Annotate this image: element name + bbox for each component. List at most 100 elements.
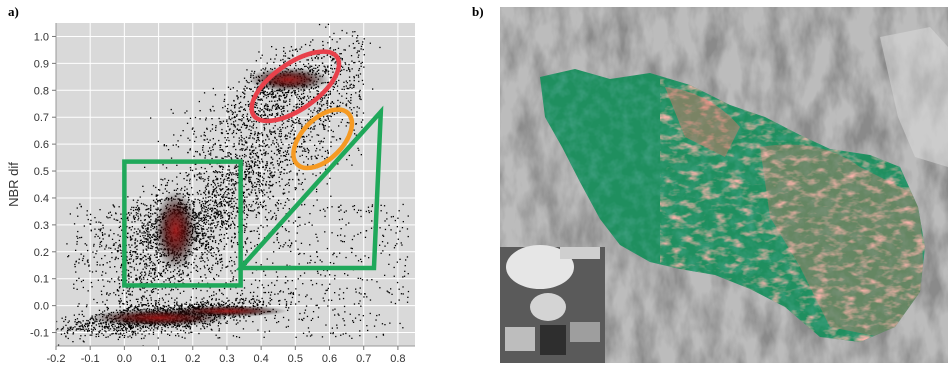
scatter-point bbox=[205, 233, 207, 235]
scatter-point bbox=[259, 133, 261, 135]
scatter-point bbox=[217, 223, 219, 225]
scatter-point bbox=[227, 192, 229, 194]
scatter-point bbox=[252, 146, 254, 148]
scatter-point bbox=[279, 130, 281, 132]
scatter-point bbox=[158, 189, 160, 191]
scatter-point bbox=[65, 324, 67, 326]
scatter-point bbox=[330, 145, 332, 148]
scatter-point bbox=[124, 328, 127, 330]
scatter-point bbox=[278, 107, 280, 109]
scatter-point bbox=[199, 177, 201, 179]
scatter-point bbox=[288, 184, 290, 187]
scatter-point bbox=[244, 176, 247, 178]
scatter-point bbox=[249, 135, 251, 137]
scatter-point bbox=[148, 216, 150, 218]
scatter-point bbox=[202, 216, 205, 219]
scatter-point bbox=[259, 174, 262, 177]
scatter-point bbox=[94, 321, 96, 323]
scatter-point bbox=[156, 198, 158, 200]
scatter-point bbox=[249, 153, 251, 155]
scatter-point bbox=[159, 307, 161, 309]
scatter-point bbox=[140, 219, 142, 222]
scatter-point bbox=[233, 316, 235, 318]
scatter-point bbox=[252, 184, 254, 186]
scatter-point bbox=[95, 324, 97, 326]
scatter-point bbox=[311, 65, 313, 67]
scatter-point bbox=[112, 332, 114, 335]
scatter-point bbox=[133, 218, 136, 220]
scatter-point bbox=[189, 305, 192, 307]
scatter-point bbox=[213, 278, 216, 281]
scatter-point bbox=[163, 270, 165, 272]
scatter-point bbox=[254, 111, 256, 113]
scatter-point bbox=[302, 102, 305, 105]
scatter-point bbox=[140, 202, 143, 205]
scatter-point bbox=[268, 123, 270, 125]
scatter-point bbox=[221, 165, 223, 167]
scatter-point bbox=[244, 218, 246, 221]
scatter-point bbox=[127, 216, 129, 218]
scatter-point bbox=[243, 108, 246, 110]
scatter-point bbox=[233, 167, 236, 169]
scatter-point bbox=[157, 140, 159, 143]
scatter-point bbox=[266, 104, 269, 106]
scatter-point bbox=[231, 265, 233, 267]
scatter-point bbox=[119, 235, 121, 237]
scatter-point bbox=[224, 142, 226, 144]
scatter-point bbox=[220, 201, 222, 203]
scatter-point bbox=[129, 326, 131, 329]
scatter-point bbox=[157, 201, 159, 203]
scatter-point bbox=[200, 173, 202, 175]
scatter-point bbox=[261, 132, 263, 134]
scatter-point bbox=[322, 62, 324, 64]
scatter-point bbox=[234, 167, 236, 169]
scatter-point bbox=[146, 249, 148, 251]
scatter-point bbox=[193, 267, 195, 269]
scatter-point bbox=[232, 172, 234, 174]
scatter-point bbox=[118, 287, 121, 289]
scatter-point bbox=[228, 169, 231, 171]
scatter-point bbox=[322, 70, 324, 72]
scatter-point bbox=[191, 304, 193, 306]
scatter-point bbox=[351, 60, 353, 62]
scatter-point bbox=[358, 94, 361, 96]
scatter-point bbox=[316, 103, 319, 105]
scatter-point bbox=[135, 258, 137, 260]
scatter-point bbox=[84, 334, 86, 337]
scatter-point bbox=[117, 251, 119, 253]
scatter-point bbox=[230, 157, 232, 159]
scatter-point bbox=[303, 97, 305, 100]
scatter-point bbox=[267, 117, 269, 119]
scatter-point bbox=[348, 63, 350, 66]
scatter-point bbox=[244, 199, 246, 201]
scatter-point bbox=[350, 94, 352, 96]
scatter-point bbox=[135, 214, 138, 216]
scatter-point bbox=[86, 324, 89, 326]
scatter-point bbox=[276, 160, 279, 162]
scatter-chart: -0.2 -0.1 0.0 0.1 0.2 0.3 0.4 0.5 0.6 0.7 0.8-0.10… bbox=[6, 23, 415, 365]
scatter-point bbox=[264, 69, 266, 71]
scatter-point bbox=[148, 327, 150, 329]
scatter-point bbox=[277, 114, 279, 116]
scatter-point bbox=[291, 91, 293, 93]
scatter-point bbox=[101, 257, 103, 260]
scatter-point bbox=[234, 236, 236, 238]
scatter-point bbox=[325, 102, 328, 104]
scatter-point bbox=[265, 144, 267, 147]
scatter-point bbox=[226, 322, 228, 324]
scatter-point bbox=[151, 223, 153, 225]
scatter-point bbox=[118, 303, 121, 305]
scatter-point bbox=[258, 160, 261, 163]
scatter-point bbox=[329, 115, 331, 117]
scatter-point bbox=[220, 189, 222, 191]
scatter-point bbox=[205, 201, 207, 203]
scatter-point bbox=[100, 322, 102, 324]
scatter-point bbox=[348, 101, 351, 103]
scatter-point bbox=[128, 293, 130, 295]
scatter-point bbox=[239, 320, 241, 322]
scatter-point bbox=[149, 329, 152, 331]
scatter-point bbox=[117, 325, 120, 328]
scatter-point bbox=[251, 160, 254, 162]
scatter-point bbox=[327, 117, 329, 119]
scatter-point bbox=[214, 208, 217, 210]
